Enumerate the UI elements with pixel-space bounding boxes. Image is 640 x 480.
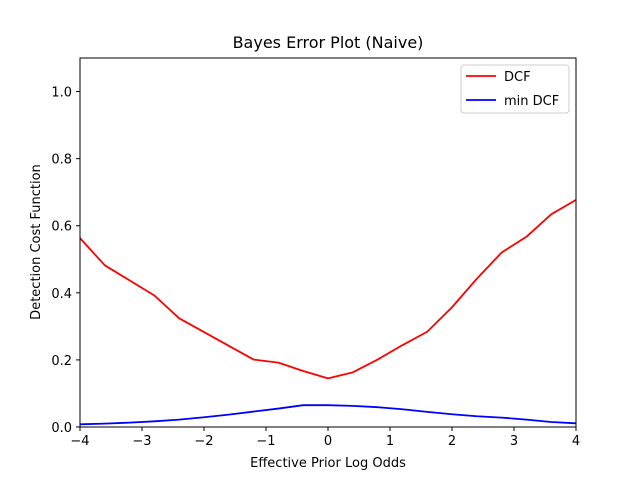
legend: DCF min DCF <box>460 64 570 114</box>
axis-ticks: −4 −3 −2 −1 0 1 2 3 4 0.0 0.2 0.4 0.6 0.8 1.0 <box>51 86 580 449</box>
x-tick-label: −1 <box>256 434 275 449</box>
x-tick-label: 1 <box>386 434 394 449</box>
series-lines <box>79 199 577 426</box>
y-tick-label: 0.2 <box>51 354 72 369</box>
chart-title: Bayes Error Plot (Naive) <box>233 33 424 52</box>
series-line-dcf <box>79 199 577 380</box>
legend-label-dcf: DCF <box>504 70 531 85</box>
x-tick-label: −4 <box>70 434 89 449</box>
x-tick-label: 3 <box>510 434 518 449</box>
x-tick-label: −2 <box>194 434 213 449</box>
x-tick-label: 2 <box>448 434 456 449</box>
y-tick-label: 0.0 <box>51 421 72 436</box>
x-tick-label: 0 <box>324 434 332 449</box>
y-tick-label: 0.6 <box>51 220 72 235</box>
plot-frame <box>79 57 577 428</box>
y-axis-label: Detection Cost Function <box>29 164 44 320</box>
x-tick-label: 4 <box>572 434 580 449</box>
legend-label-min-dcf: min DCF <box>504 94 559 109</box>
y-tick-label: 1.0 <box>51 86 72 101</box>
x-axis-label: Effective Prior Log Odds <box>250 456 406 471</box>
x-tick-label: −3 <box>132 434 151 449</box>
y-tick-label: 0.8 <box>51 153 72 168</box>
y-tick-label: 0.4 <box>51 287 72 302</box>
series-line-min-dcf <box>79 404 577 426</box>
legend-box <box>460 64 570 114</box>
